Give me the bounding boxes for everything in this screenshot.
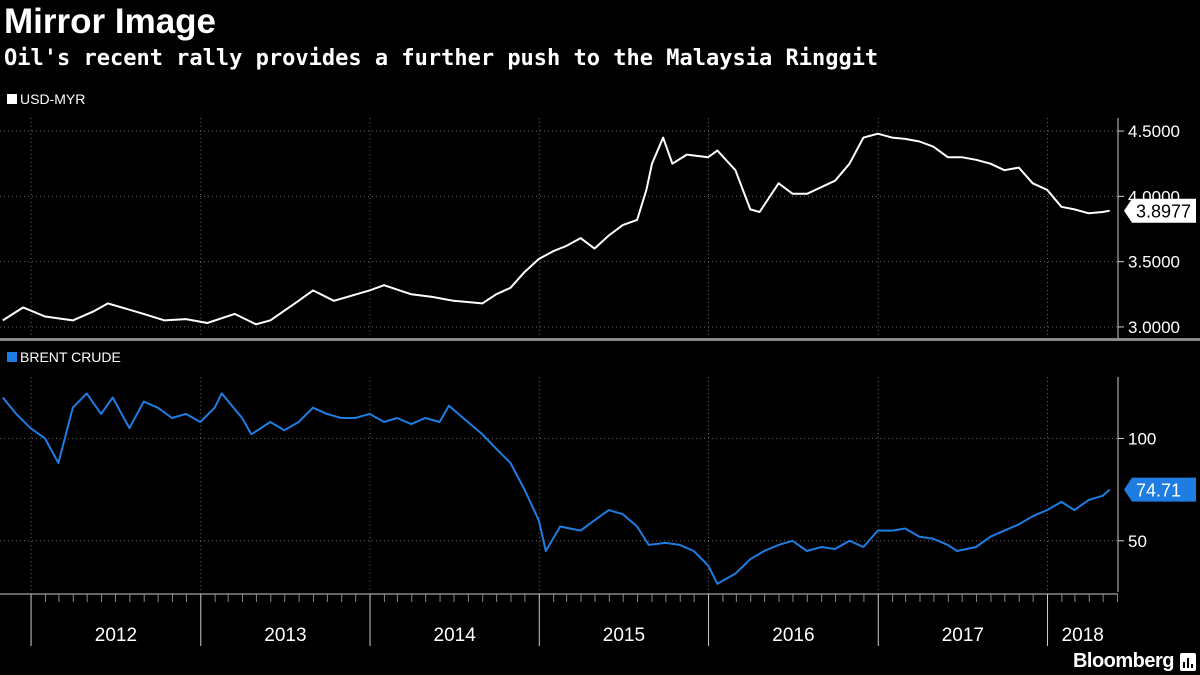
last-value-label: 3.8977: [1136, 202, 1191, 222]
legend-label: USD-MYR: [20, 91, 85, 107]
bloomberg-logo: Bloomberg: [1073, 650, 1196, 673]
x-tick-label: 2018: [1062, 625, 1104, 646]
x-tick-label: 2017: [942, 625, 984, 646]
y-tick-label: 50: [1128, 532, 1147, 551]
chart-subtitle: Oil's recent rally provides a further pu…: [4, 46, 879, 71]
legend-label: BRENT CRUDE: [20, 349, 121, 365]
x-tick-label: 2012: [95, 625, 137, 646]
series-line-brent-crude: [2, 392, 1111, 585]
last-value-label: 74.71: [1136, 481, 1181, 501]
x-tick-label: 2014: [434, 625, 477, 646]
y-tick-label: 3.5000: [1128, 253, 1180, 272]
series-line-usd-myr: [2, 132, 1110, 326]
last-value-badge: [1124, 477, 1196, 502]
y-tick-label: 100: [1128, 429, 1156, 448]
bloomberg-terminal-icon: [1180, 652, 1196, 671]
last-value-badge: [1124, 198, 1196, 223]
y-tick-label: 4.5000: [1128, 122, 1180, 141]
bloomberg-wordmark: Bloomberg: [1072, 650, 1175, 672]
panel-divider: [0, 338, 1200, 341]
x-tick-label: 2015: [603, 625, 645, 646]
legend-swatch: [7, 352, 17, 362]
y-tick-label: 3.0000: [1128, 318, 1180, 337]
x-tick-label: 2016: [772, 625, 814, 646]
legend-swatch: [7, 94, 17, 104]
x-tick-label: 2013: [264, 625, 306, 646]
chart-title: Mirror Image: [4, 2, 216, 41]
